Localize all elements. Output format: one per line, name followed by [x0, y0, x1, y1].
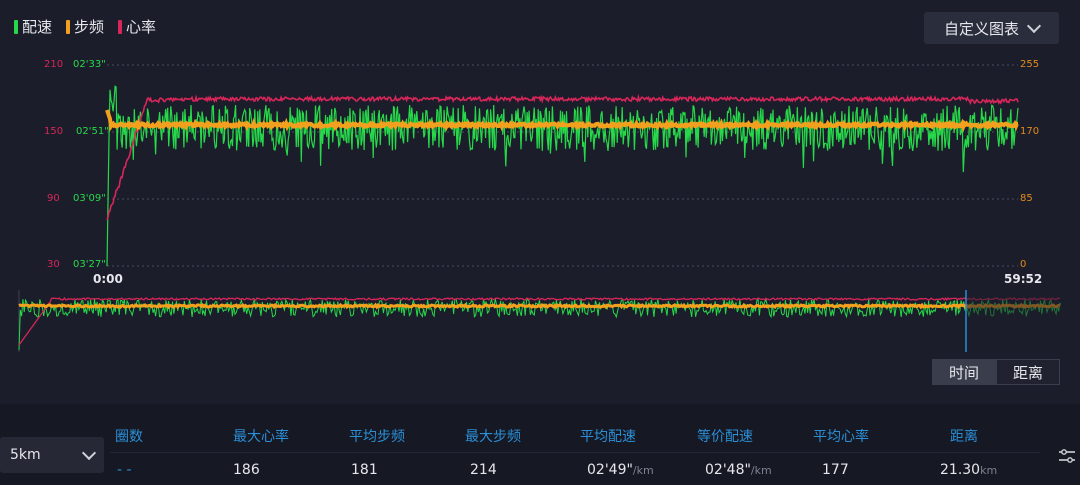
chart-legend: 配速 步频 心率: [14, 16, 156, 37]
pace-tick-4: 03'27": [73, 259, 106, 270]
axis-mode-toggle: 时间 距离: [932, 359, 1060, 385]
toggle-time[interactable]: 时间: [932, 359, 996, 385]
equiv-pace-number: 02'48": [705, 462, 751, 478]
avg-pace-unit: /km: [632, 464, 654, 477]
value-max-cadence: 214: [470, 462, 497, 478]
heart-rate-swatch: [118, 19, 123, 34]
header-laps: 圈数: [115, 429, 143, 445]
header-distance: 距离: [950, 429, 978, 445]
filter-settings-icon[interactable]: [1058, 448, 1076, 464]
legend-cadence[interactable]: 步频: [66, 16, 104, 37]
legend-pace[interactable]: 配速: [14, 16, 52, 37]
header-avg-pace: 平均配速: [580, 429, 636, 445]
pace-tick-1: 02'33": [73, 59, 106, 70]
pace-swatch: [14, 19, 18, 34]
cadence-tick-0: 0: [1020, 259, 1027, 270]
equiv-pace-unit: /km: [750, 464, 772, 477]
cadence-series-line: [105, 109, 1019, 133]
pace-tick-2: 02'51": [76, 126, 109, 137]
header-avg-hr: 平均心率: [813, 429, 869, 445]
header-max-cadence: 最大步频: [465, 429, 521, 445]
overview-chart[interactable]: [18, 290, 1061, 352]
pace-series-line: [106, 85, 1019, 267]
pace-tick-3: 03'09": [73, 193, 106, 204]
hr-tick-30: 30: [47, 259, 60, 270]
time-start-label: 0:00: [93, 272, 123, 286]
distance-number: 21.30: [940, 462, 981, 478]
value-avg-hr: 177: [822, 462, 849, 478]
lap-stats-panel: 5km 圈数 最大心率 平均步频 最大步频 平均配速 等价配速 平均心率 距离 …: [0, 404, 1080, 485]
overview-dim-region: [966, 290, 1060, 352]
cadence-swatch: [66, 19, 71, 34]
value-max-hr: 186: [233, 462, 260, 478]
legend-heart-rate-label: 心率: [126, 18, 157, 36]
header-equiv-pace: 等价配速: [697, 429, 753, 445]
value-distance: 21.30km: [940, 462, 997, 478]
custom-chart-label: 自定义图表: [943, 19, 1019, 38]
overview-heart-rate-line: [18, 296, 1061, 346]
hr-tick-150: 150: [44, 126, 64, 137]
value-avg-cadence: 181: [351, 462, 378, 478]
custom-chart-button[interactable]: 自定义图表: [924, 12, 1059, 44]
main-plot-gridlines: [107, 64, 1018, 267]
hr-tick-210: 210: [44, 59, 64, 70]
chart-canvas[interactable]: [0, 0, 1080, 400]
legend-heart-rate[interactable]: 心率: [118, 16, 156, 37]
value-laps: - -: [117, 462, 132, 478]
value-equiv-pace: 02'48"/km: [705, 462, 772, 478]
heart-rate-series-line: [106, 93, 1019, 221]
hr-tick-90: 90: [47, 193, 60, 204]
time-end-label: 59:52: [1004, 272, 1043, 286]
cadence-tick-85: 85: [1020, 193, 1033, 204]
header-avg-cadence: 平均步频: [349, 429, 405, 445]
value-avg-pace: 02'49"/km: [587, 462, 654, 478]
legend-cadence-label: 步频: [74, 18, 105, 36]
cadence-tick-255: 255: [1020, 59, 1040, 70]
cadence-tick-170: 170: [1020, 126, 1040, 137]
table-divider: [110, 452, 1040, 453]
lap-distance-select[interactable]: 5km: [0, 437, 104, 473]
overview-cadence-line: [18, 302, 1061, 310]
distance-unit: km: [980, 464, 998, 477]
toggle-distance[interactable]: 距离: [996, 359, 1060, 385]
chevron-down-icon: [81, 445, 97, 461]
legend-pace-label: 配速: [22, 18, 53, 36]
header-max-hr: 最大心率: [233, 429, 289, 445]
avg-pace-number: 02'49": [587, 462, 633, 478]
lap-distance-value: 5km: [10, 447, 41, 463]
